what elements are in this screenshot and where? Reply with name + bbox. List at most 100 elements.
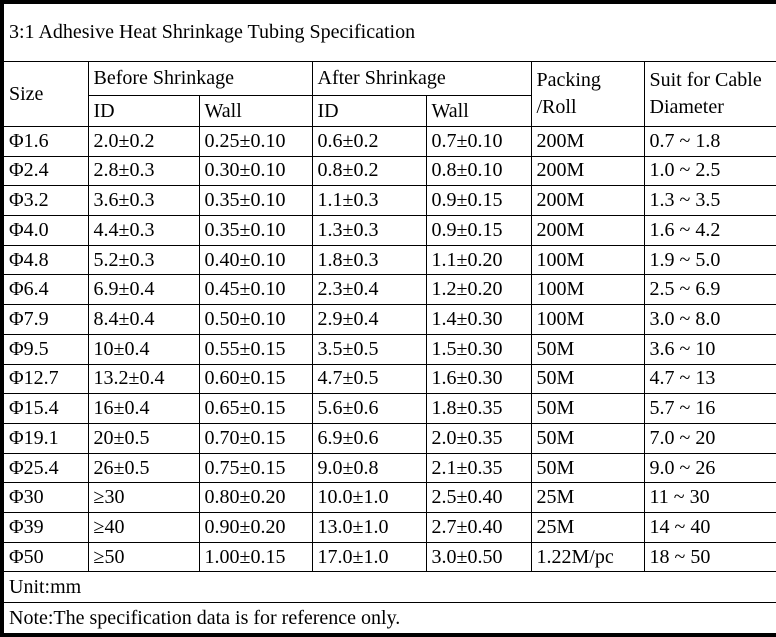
after-id-cell: 2.9±0.4 [311,304,427,335]
cable-diameter-cell: 5.7 ~ 16 [643,393,776,424]
after-wall-cell: 0.9±0.15 [425,215,532,246]
packing-cell: 200M [530,125,645,157]
before-id-cell: 6.9±0.4 [87,274,200,306]
after-id-cell: 2.3±0.4 [311,274,427,306]
packing-cell: 200M [530,155,645,187]
packing-cell: 100M [530,274,645,306]
cable-diameter-cell: 7.0 ~ 20 [643,422,776,454]
before-wall-cell: 0.45±0.10 [198,274,313,306]
cable-diameter-cell: 3.0 ~ 8.0 [643,304,776,335]
before-wall-cell: 0.90±0.20 [198,512,313,543]
after-wall-cell: 1.2±0.20 [425,274,532,306]
size-cell: Φ12.7 [1,363,89,395]
packing-cell: 50M [530,393,645,424]
before-wall-cell: 0.70±0.15 [198,422,313,454]
size-cell: Φ50 [1,541,89,573]
col-header-after-id: ID [311,95,427,127]
packing-cell: 200M [530,215,645,246]
reference-note: Note:The specification data is for refer… [1,602,776,636]
after-wall-cell: 1.8±0.35 [425,393,532,424]
after-id-cell: 13.0±1.0 [311,512,427,543]
title-row: 3:1 Adhesive Heat Shrinkage Tubing Speci… [1,1,776,63]
before-wall-cell: 0.80±0.20 [198,482,313,514]
col-header-cable-diameter: Suit for Cable Diameter [643,61,776,127]
packing-cell: 1.22M/pc [530,541,645,573]
before-id-cell: 13.2±0.4 [87,363,200,395]
cable-diameter-cell: 3.6 ~ 10 [643,333,776,365]
after-id-cell: 0.6±0.2 [311,125,427,157]
before-wall-cell: 0.75±0.15 [198,452,313,484]
cable-diameter-cell: 1.6 ~ 4.2 [643,215,776,246]
after-id-cell: 17.0±1.0 [311,541,427,573]
before-wall-cell: 0.50±0.10 [198,304,313,335]
after-id-cell: 9.0±0.8 [311,452,427,484]
after-id-cell: 1.8±0.3 [311,244,427,276]
table-row: Φ12.7 13.2±0.4 0.60±0.15 4.7±0.5 1.6±0.30 50M… [1,363,776,395]
cable-diameter-cell: 4.7 ~ 13 [643,363,776,395]
before-id-cell: ≥30 [87,482,200,514]
table-row: Φ6.4 6.9±0.4 0.45±0.10 2.3±0.4 1.2±0.20 100M 2… [1,274,776,306]
packing-cell: 50M [530,422,645,454]
before-wall-cell: 0.55±0.15 [198,333,313,365]
table-row: Φ39 ≥40 0.90±0.20 13.0±1.0 2.7±0.40 25M 14 ~ 4… [1,512,776,543]
col-header-before-shrinkage: Before Shrinkage [87,61,313,97]
packing-cell: 100M [530,244,645,276]
size-cell: Φ39 [1,512,89,543]
col-header-size: Size [1,61,89,127]
before-wall-cell: 0.65±0.15 [198,393,313,424]
size-cell: Φ6.4 [1,274,89,306]
before-wall-cell: 0.35±0.10 [198,215,313,246]
size-cell: Φ9.5 [1,333,89,365]
after-wall-cell: 2.1±0.35 [425,452,532,484]
size-cell: Φ1.6 [1,125,89,157]
page-title: 3:1 Adhesive Heat Shrinkage Tubing Speci… [1,1,776,63]
after-id-cell: 0.8±0.2 [311,155,427,187]
before-id-cell: 8.4±0.4 [87,304,200,335]
table-row: Φ30 ≥30 0.80±0.20 10.0±1.0 2.5±0.40 25M 11 ~ 3… [1,482,776,514]
after-wall-cell: 2.5±0.40 [425,482,532,514]
size-cell: Φ25.4 [1,452,89,484]
table-row: Φ9.5 10±0.4 0.55±0.15 3.5±0.5 1.5±0.30 50M 3.6… [1,333,776,365]
packing-cell: 25M [530,512,645,543]
size-cell: Φ4.8 [1,244,89,276]
after-wall-cell: 2.7±0.40 [425,512,532,543]
cable-diameter-cell: 1.0 ~ 2.5 [643,155,776,187]
before-id-cell: ≥40 [87,512,200,543]
after-wall-cell: 2.0±0.35 [425,422,532,454]
cable-diameter-cell: 1.9 ~ 5.0 [643,244,776,276]
after-id-cell: 1.3±0.3 [311,215,427,246]
before-wall-cell: 0.30±0.10 [198,155,313,187]
size-cell: Φ4.0 [1,215,89,246]
before-id-cell: 5.2±0.3 [87,244,200,276]
after-wall-cell: 1.4±0.30 [425,304,532,335]
cable-diameter-cell: 2.5 ~ 6.9 [643,274,776,306]
after-id-cell: 6.9±0.6 [311,422,427,454]
size-cell: Φ30 [1,482,89,514]
header-row-groups: Size Before Shrinkage After Shrinkage Pa… [1,61,776,127]
after-wall-cell: 1.5±0.30 [425,333,532,365]
after-id-cell: 10.0±1.0 [311,482,427,514]
packing-cell: 200M [530,185,645,217]
cable-diameter-cell: 1.3 ~ 3.5 [643,185,776,217]
before-wall-cell: 0.35±0.10 [198,185,313,217]
table-row: Φ3.2 3.6±0.3 0.35±0.10 1.1±0.3 0.9±0.15 200M 1… [1,185,776,217]
before-id-cell: 3.6±0.3 [87,185,200,217]
size-cell: Φ2.4 [1,155,89,187]
cable-diameter-cell: 0.7 ~ 1.8 [643,125,776,157]
size-cell: Φ19.1 [1,422,89,454]
before-id-cell: ≥50 [87,541,200,573]
cable-diameter-cell: 18 ~ 50 [643,541,776,573]
cable-label-line1: Suit for Cable [649,69,762,92]
table-row: Φ4.0 4.4±0.3 0.35±0.10 1.3±0.3 0.9±0.15 200M 1… [1,215,776,246]
table-row: Φ1.6 2.0±0.2 0.25±0.10 0.6±0.2 0.7±0.10 200M 0… [1,125,776,157]
table-row: Φ2.4 2.8±0.3 0.30±0.10 0.8±0.2 0.8±0.10 200M 1… [1,155,776,187]
after-id-cell: 1.1±0.3 [311,185,427,217]
col-header-before-id: ID [87,95,200,127]
before-wall-cell: 0.60±0.15 [198,363,313,395]
before-wall-cell: 0.40±0.10 [198,244,313,276]
table-row: Φ19.1 20±0.5 0.70±0.15 6.9±0.6 2.0±0.35 50M 7.… [1,422,776,454]
size-cell: Φ7.9 [1,304,89,335]
col-header-packing-roll: Packing/Roll [530,61,645,127]
before-id-cell: 10±0.4 [87,333,200,365]
